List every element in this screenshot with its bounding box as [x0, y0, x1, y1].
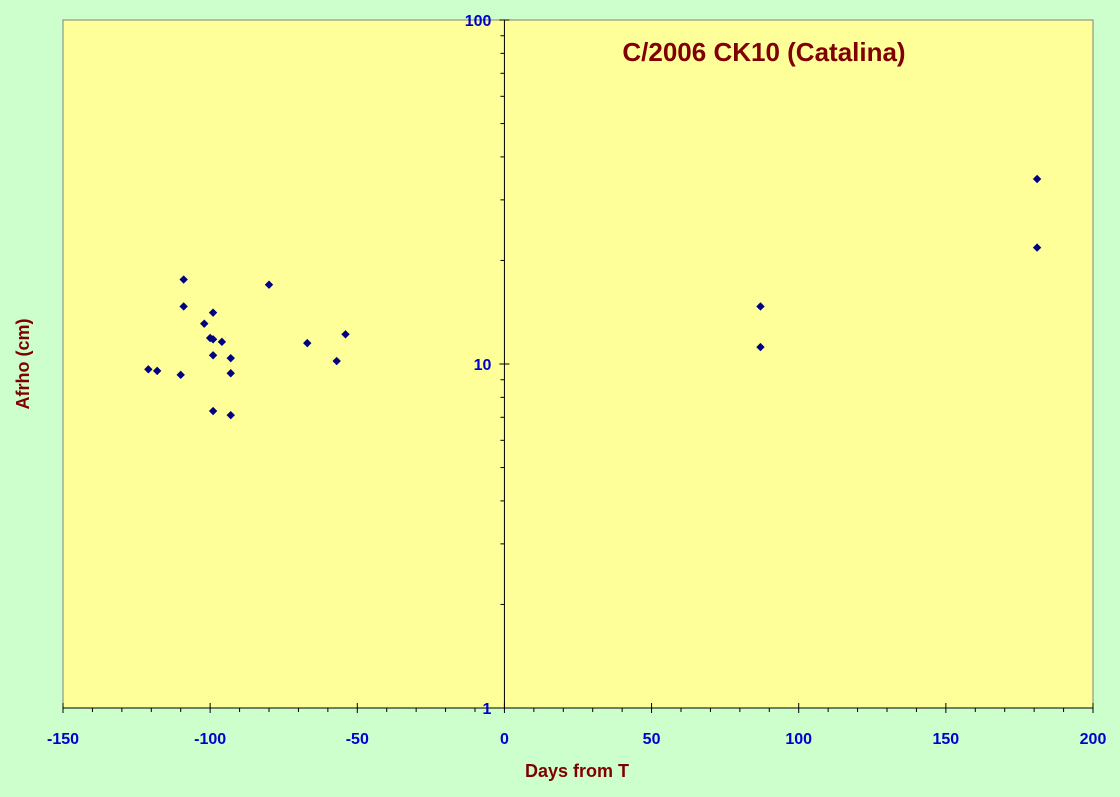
data-point — [226, 410, 235, 420]
x-tick-label: 0 — [500, 731, 509, 748]
data-points — [144, 174, 1042, 420]
data-point — [226, 369, 235, 378]
data-point — [200, 319, 209, 328]
data-point — [176, 370, 185, 380]
data-point — [756, 302, 765, 311]
y-tick-label: 10 — [474, 357, 492, 374]
x-tick-label: -100 — [194, 731, 226, 748]
x-tick-label: 150 — [933, 731, 960, 748]
data-point — [144, 365, 153, 374]
data-point — [179, 275, 188, 284]
data-point — [217, 337, 227, 347]
data-point — [208, 351, 218, 360]
y-tick-label: 1 — [483, 701, 492, 718]
y-tick-label: 100 — [465, 13, 492, 30]
x-tick-label: 200 — [1080, 731, 1107, 748]
data-point — [1032, 174, 1042, 184]
data-point — [341, 330, 350, 339]
plot-area — [62, 19, 1094, 709]
data-point — [332, 356, 341, 366]
x-tick-label: 100 — [785, 731, 812, 748]
data-point — [1032, 243, 1042, 252]
chart-title: C/2006 CK10 (Catalina) — [622, 37, 905, 67]
data-point — [208, 308, 218, 317]
data-point — [208, 335, 218, 344]
x-axis-title: Days from T — [525, 761, 629, 781]
y-axis-title: Afrho (cm) — [13, 319, 33, 410]
data-point — [303, 338, 312, 348]
data-point — [152, 366, 162, 376]
data-point — [226, 353, 235, 363]
x-tick-label: -50 — [346, 731, 369, 748]
axes: -150 -100 -50 0 50 100 150 200 1 10 100 — [47, 13, 1106, 748]
data-point — [205, 333, 215, 343]
x-tick-label: 50 — [643, 731, 661, 748]
data-point — [179, 302, 188, 311]
data-point — [208, 406, 218, 416]
x-tick-label: -150 — [47, 731, 79, 748]
data-point — [756, 342, 765, 352]
data-point — [264, 280, 274, 289]
